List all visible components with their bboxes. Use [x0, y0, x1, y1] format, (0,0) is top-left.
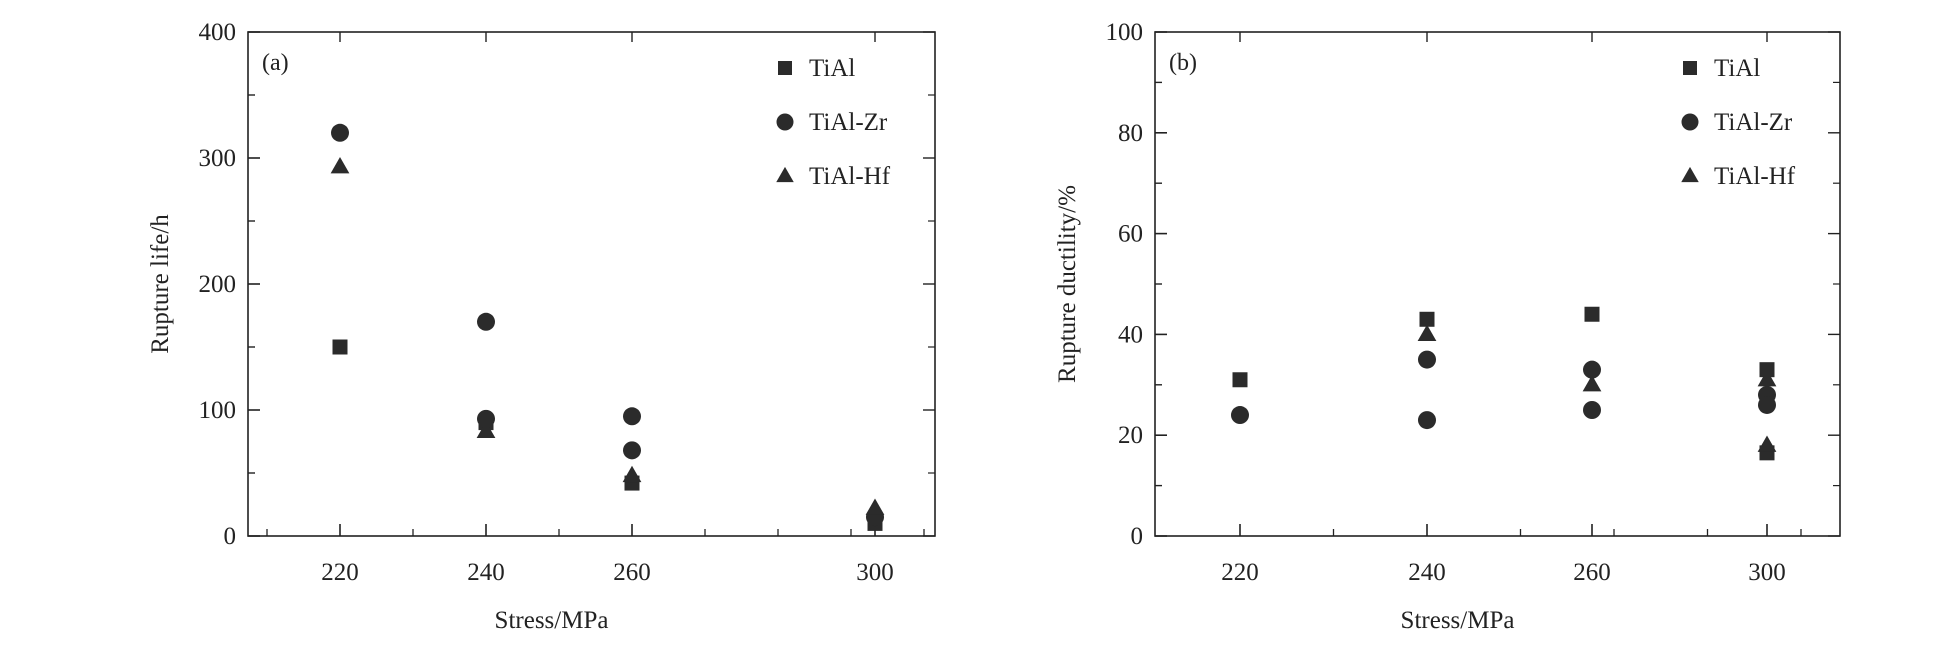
panel-a-data-point-square: [332, 339, 348, 355]
panel-a-data-point-triangle: [865, 498, 885, 515]
panel-a-data-point-triangle: [476, 421, 496, 439]
panel-b-legend-label: TiAl-Hf: [1714, 163, 1796, 190]
panel-b-data-point-triangle: [1757, 369, 1777, 387]
panel-a-legend-label: TiAl: [809, 55, 855, 82]
panel-b-data-point-square: [1232, 372, 1248, 388]
panel-a-data-point-circle: [477, 312, 495, 331]
panel-b-legend-marker-triangle: [1681, 166, 1699, 183]
panel-a-y-tick-label: 100: [199, 397, 237, 424]
panel-b-y-tick-label: 0: [1131, 523, 1144, 550]
panel-a-legend-label: TiAl-Zr: [809, 109, 888, 136]
panel-b-legend-marker-circle: [1681, 113, 1699, 131]
panel-b-data-point-circle: [1418, 350, 1436, 369]
panel-b-legend-marker-square: [1683, 61, 1697, 75]
panel-a-panel-label: (a): [262, 50, 289, 76]
panel-a-x-tick-label: 260: [613, 559, 651, 586]
panel-b-rupture-ductility-chart: 0 20 40 60 80 100 220 240 260 300 Stress/MPa Ruptur…: [1054, 19, 1841, 634]
panel-b-x-tick-label: 220: [1221, 559, 1259, 586]
panel-a-y-tick-label: 400: [199, 19, 237, 46]
panel-a-legend-marker-square: [778, 61, 792, 75]
panel-a-data-point-circle: [331, 123, 349, 142]
panel-a-rupture-life-chart: 0 100 200 300 400 220 240 260 300 Stress/MPa Ruptu…: [147, 19, 936, 634]
panel-b-data-point-circle: [1583, 401, 1601, 419]
panel-b-plot-frame: [1154, 31, 1841, 537]
panel-b-y-tick-label: 80: [1118, 120, 1143, 147]
panel-b-y-tick-label: 60: [1118, 221, 1143, 248]
panel-b-x-tick-label: 240: [1408, 559, 1446, 586]
panel-a-x-tick-label: 240: [467, 559, 505, 586]
panel-b-data-point-triangle: [1582, 375, 1602, 392]
panel-b-data-point-circle: [1231, 406, 1249, 425]
panel-b-y-axis-title: Rupture ductility/%: [1054, 185, 1081, 383]
panel-b-panel-label: (b): [1169, 50, 1197, 76]
panel-a-y-tick-label: 200: [199, 271, 237, 298]
panel-a-legend-marker-circle: [776, 113, 794, 131]
panel-b-x-tick-label: 300: [1748, 559, 1786, 586]
panel-b-data-point-circle: [1418, 411, 1436, 430]
panel-b-x-tick-label: 260: [1573, 559, 1611, 586]
panel-a-y-tick-label: 0: [224, 523, 237, 550]
panel-a-legend-label: TiAl-Hf: [809, 163, 891, 190]
panel-a-x-tick-label: 220: [321, 559, 359, 586]
panel-a-y-tick-label: 300: [199, 145, 237, 172]
panel-b-data-point-circle: [1758, 395, 1776, 414]
panel-a-y-axis-title: Rupture life/h: [147, 214, 174, 354]
panel-a-data-point-triangle: [330, 157, 350, 174]
panel-a-legend-marker-triangle: [776, 166, 794, 183]
panel-b-data-point-triangle: [1757, 435, 1777, 452]
panel-a-data-point-circle: [623, 441, 641, 460]
panel-b-legend-label: TiAl-Zr: [1714, 109, 1793, 136]
panel-b-data-point-square: [1759, 362, 1775, 378]
panel-b-y-tick-label: 100: [1106, 19, 1144, 46]
panel-a-x-axis-title: Stress/MPa: [495, 607, 609, 634]
panel-a-data-point-circle: [623, 407, 641, 426]
panel-b-y-tick-label: 20: [1118, 422, 1143, 449]
panel-b-data-point-square: [1419, 311, 1435, 327]
panel-b-legend-label: TiAl: [1714, 55, 1760, 82]
panel-b-y-tick-label: 40: [1118, 321, 1143, 348]
panel-b-data-point-circle: [1583, 360, 1601, 379]
panel-b-x-axis-title: Stress/MPa: [1401, 607, 1515, 634]
panel-a-data-point-circle: [477, 409, 495, 428]
panel-a-x-tick-label: 300: [856, 559, 894, 586]
panel-b-data-point-triangle: [1417, 324, 1437, 342]
panel-b-data-point-square: [1584, 306, 1600, 322]
panel-a-plot-frame: [247, 31, 936, 537]
panel-a-data-point-triangle: [622, 465, 642, 483]
